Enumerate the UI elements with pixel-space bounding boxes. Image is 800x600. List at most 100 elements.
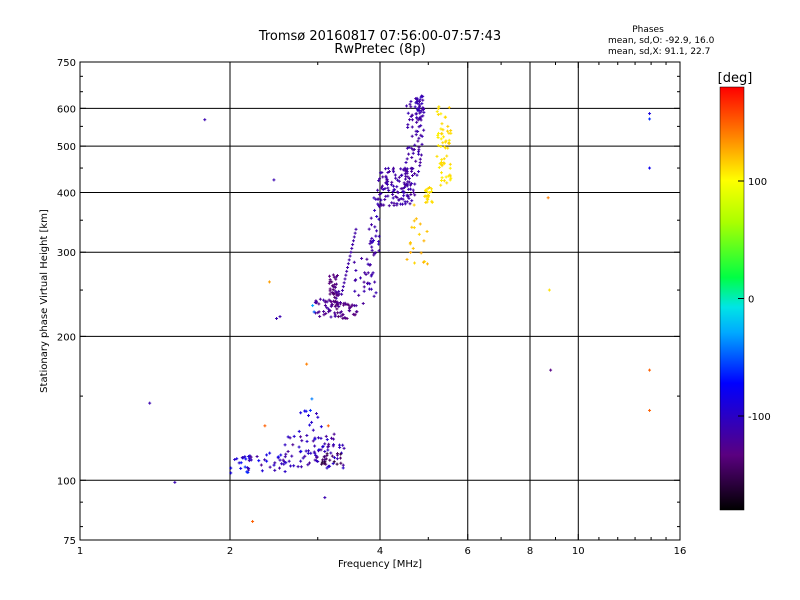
data-point — [319, 436, 323, 440]
data-point — [351, 243, 355, 247]
data-point — [409, 99, 413, 103]
data-point — [235, 457, 239, 461]
data-point — [408, 118, 412, 122]
colorbar-label: [deg] — [718, 71, 753, 86]
data-point — [648, 112, 652, 116]
data-point — [419, 115, 423, 119]
data-point — [410, 125, 414, 129]
data-point — [378, 177, 382, 181]
data-point — [442, 179, 446, 183]
data-point — [424, 200, 428, 204]
data-point — [333, 282, 337, 286]
data-point — [404, 161, 408, 165]
data-point — [342, 281, 346, 285]
data-point — [326, 307, 330, 311]
data-point — [348, 305, 352, 309]
data-point — [386, 180, 390, 184]
phases-legend-o: mean, sd,O: -92.9, 16.0 — [608, 36, 715, 46]
data-point — [414, 112, 418, 116]
data-point — [265, 459, 269, 463]
data-point — [436, 144, 440, 148]
data-point — [323, 460, 327, 464]
data-point — [377, 240, 381, 244]
data-point — [372, 239, 376, 243]
chart-title: Tromsø 20160817 07:56:00-07:57:43 — [258, 29, 501, 44]
data-point — [390, 180, 394, 184]
data-point — [341, 313, 345, 317]
data-point — [335, 294, 339, 298]
data-point — [318, 297, 322, 301]
data-point — [327, 298, 331, 302]
data-point — [281, 458, 285, 462]
data-point — [337, 305, 341, 309]
data-point — [416, 139, 420, 143]
data-point — [315, 455, 319, 459]
data-point — [366, 281, 370, 285]
data-point — [401, 197, 405, 201]
data-point — [345, 269, 349, 273]
data-point — [352, 235, 356, 239]
y-tick-label: 600 — [57, 104, 76, 115]
data-point — [546, 196, 550, 200]
data-point — [346, 302, 350, 306]
data-point — [284, 452, 288, 456]
data-point — [414, 101, 418, 105]
data-point — [276, 455, 280, 459]
data-point — [340, 292, 344, 296]
data-point — [321, 444, 325, 448]
data-point — [405, 193, 409, 197]
data-point — [408, 241, 412, 245]
data-point — [328, 274, 332, 278]
data-point — [414, 129, 418, 133]
data-point — [445, 181, 449, 185]
data-point — [272, 463, 276, 467]
data-point — [439, 112, 443, 116]
data-point — [386, 166, 390, 170]
data-point — [329, 304, 333, 308]
data-point — [328, 292, 332, 296]
colorbar-tick-label: 100 — [748, 177, 767, 188]
data-point — [410, 169, 414, 173]
data-point — [379, 186, 383, 190]
data-point — [369, 223, 373, 227]
data-point — [347, 258, 351, 262]
data-point — [401, 186, 405, 190]
data-point — [410, 134, 414, 138]
data-point — [443, 115, 447, 119]
data-point — [416, 102, 420, 106]
data-point — [334, 303, 338, 307]
data-point — [448, 178, 452, 182]
data-point — [311, 439, 315, 443]
data-point — [335, 462, 339, 466]
data-point — [306, 414, 310, 418]
data-point — [422, 128, 426, 132]
data-point — [376, 188, 380, 192]
data-point — [325, 454, 329, 458]
data-point — [247, 468, 251, 472]
data-point — [648, 368, 652, 372]
data-point — [229, 466, 233, 470]
data-point — [374, 251, 378, 255]
data-point — [421, 98, 425, 102]
data-point — [286, 449, 290, 453]
data-point — [312, 450, 316, 454]
data-point — [406, 125, 410, 129]
data-point — [329, 315, 333, 319]
data-point — [173, 480, 177, 484]
data-point — [299, 465, 303, 469]
data-point — [301, 456, 305, 460]
data-point — [371, 271, 375, 275]
data-point — [392, 170, 396, 174]
data-point — [324, 434, 328, 438]
data-point — [384, 194, 388, 198]
data-point — [368, 282, 372, 286]
data-point — [333, 299, 337, 303]
data-point — [243, 455, 247, 459]
data-point — [441, 128, 445, 132]
data-point — [360, 256, 364, 260]
data-point — [409, 105, 413, 109]
data-point — [267, 280, 271, 284]
x-tick-label: 16 — [674, 546, 687, 557]
data-point — [332, 437, 336, 441]
data-point — [407, 152, 411, 156]
